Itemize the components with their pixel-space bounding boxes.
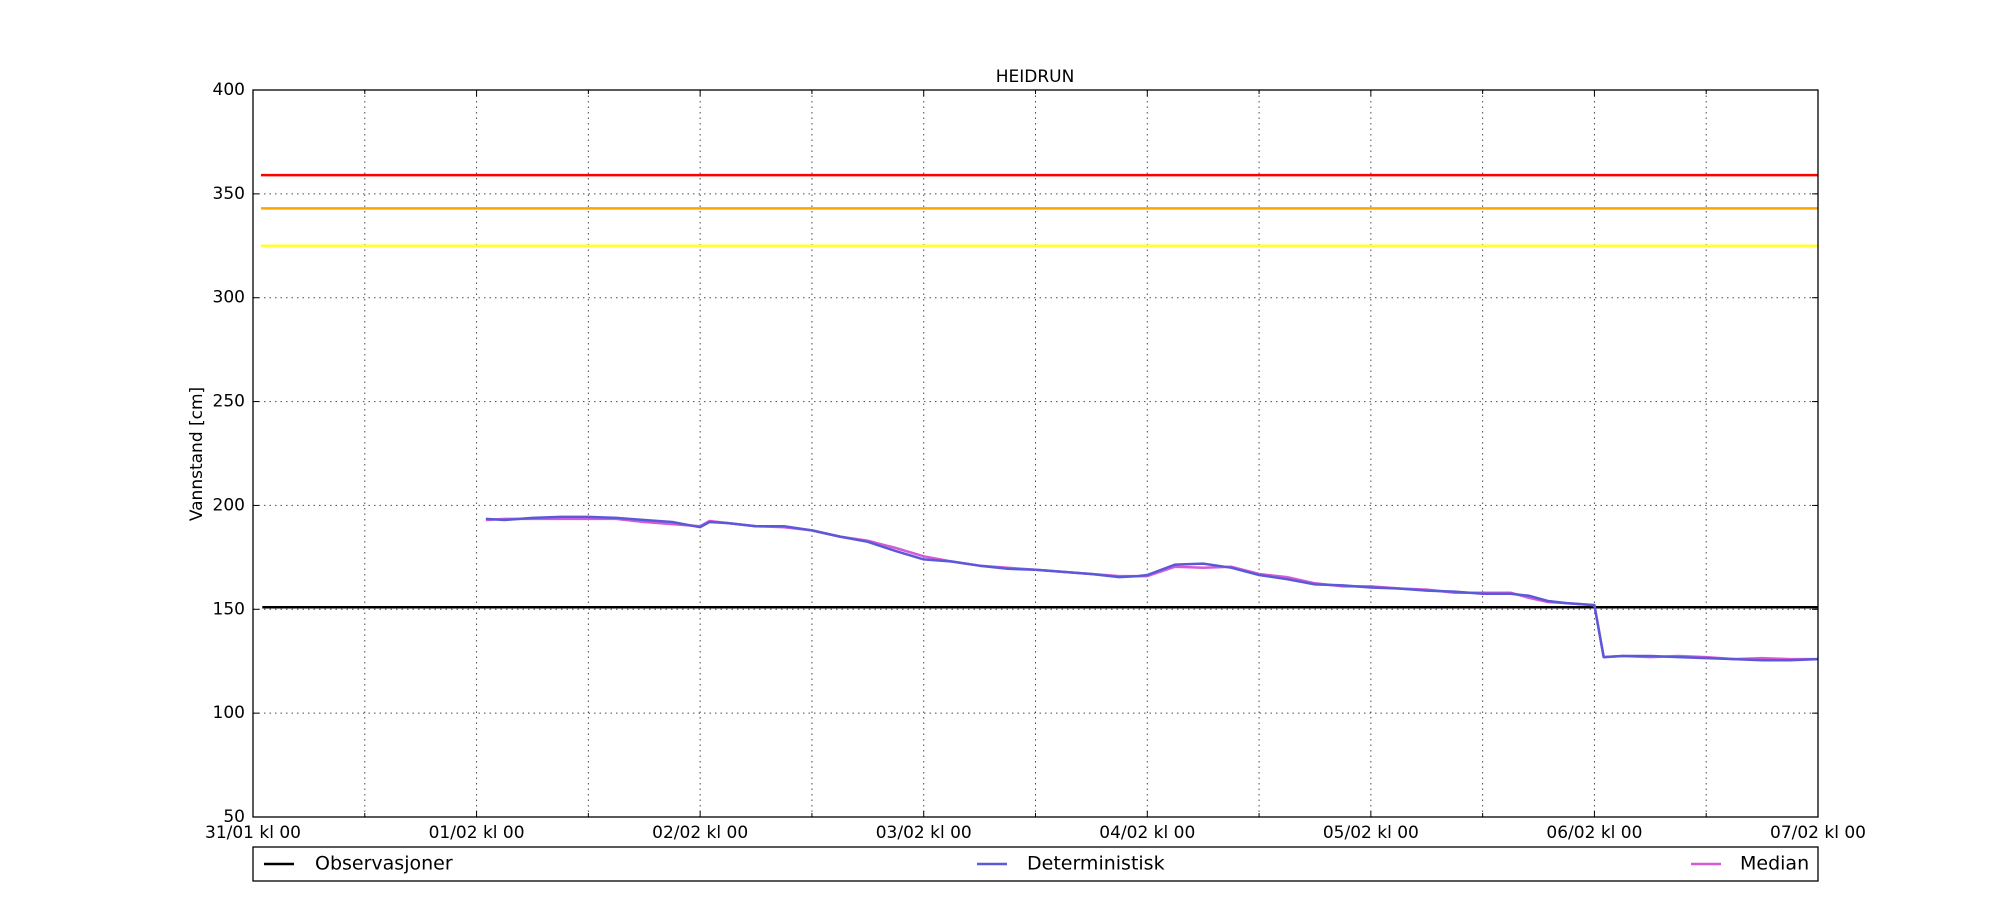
y-tick-label: 50: [223, 807, 245, 827]
x-tick-label: 02/02 kl 00: [652, 823, 748, 843]
x-tick-label: 07/02 kl 00: [1770, 823, 1866, 843]
x-tick-label: 05/02 kl 00: [1323, 823, 1419, 843]
x-tick-label: 01/02 kl 00: [429, 823, 525, 843]
x-tick-label: 06/02 kl 00: [1546, 823, 1642, 843]
y-tick-label: 150: [213, 599, 245, 619]
series-line: [485, 515, 1819, 662]
legend-label: Median: [1740, 853, 1809, 875]
x-tick-label: 04/02 kl 00: [1099, 823, 1195, 843]
plot-frame: [252, 89, 1819, 818]
y-tick-label: 200: [213, 495, 245, 515]
y-tick-label: 350: [213, 184, 245, 204]
legend-box: [252, 846, 1819, 882]
legend-label: Observasjoner: [315, 853, 453, 875]
series-line: [485, 517, 1818, 661]
y-tick-label: 400: [213, 80, 245, 100]
chart-title: HEIDRUN: [996, 67, 1075, 87]
x-tick-label: 31/01 kl 00: [205, 823, 301, 843]
y-tick-label: 250: [213, 392, 245, 412]
y-tick-label: 100: [213, 703, 245, 723]
y-tick-label: 300: [213, 288, 245, 308]
x-tick-label: 03/02 kl 00: [876, 823, 972, 843]
y-axis-label: Vannstand [cm]: [187, 387, 207, 521]
legend-label: Deterministisk: [1027, 853, 1165, 875]
